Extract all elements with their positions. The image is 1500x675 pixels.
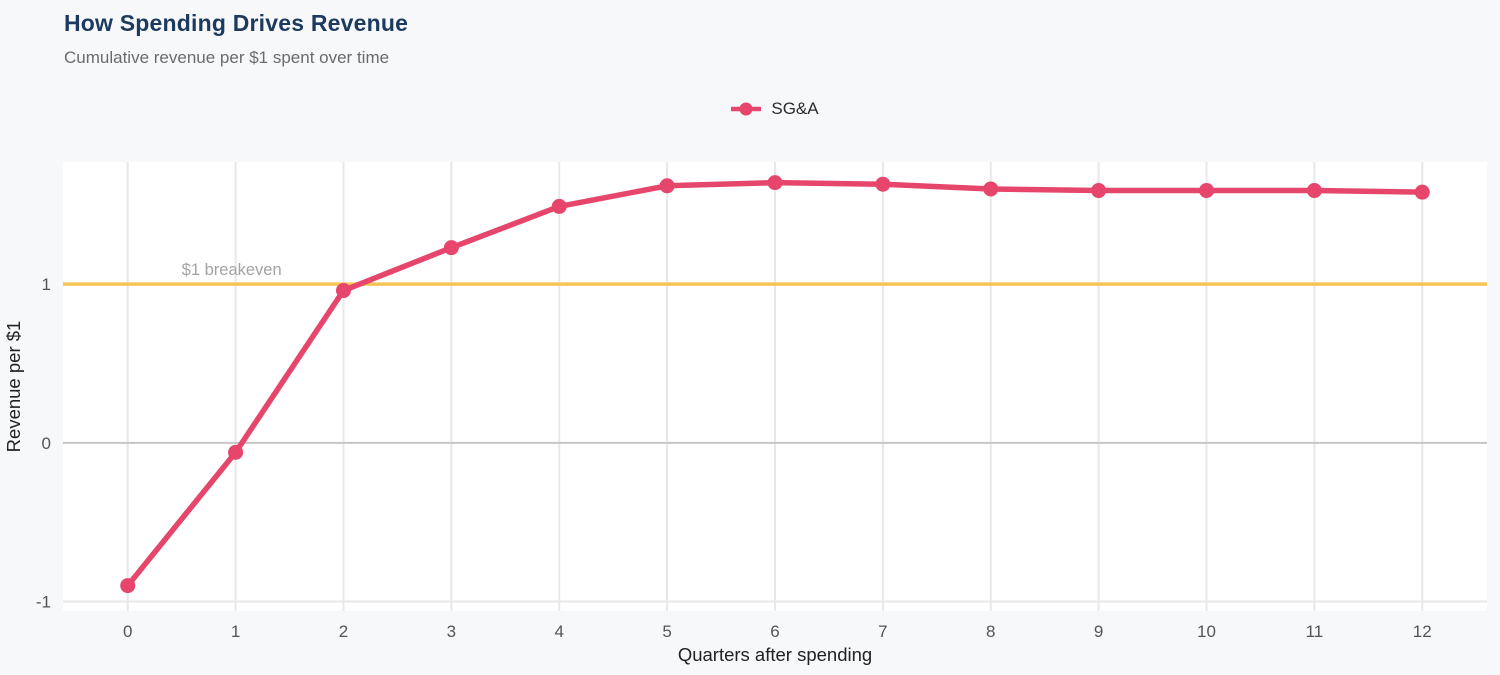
y-tick-label: 0 [42,434,51,453]
legend-marker-dot [739,102,753,116]
x-tick-label: 12 [1413,622,1432,641]
x-tick-label: 8 [986,622,995,641]
data-point-q12[interactable] [1414,184,1430,200]
data-point-q8[interactable] [983,181,999,197]
data-point-q4[interactable] [551,198,567,214]
x-tick-label: 2 [339,622,348,641]
y-axis-title: Revenue per $1 [3,321,24,453]
legend-item-sga[interactable]: SG&A [731,99,819,119]
data-point-q6[interactable] [767,175,783,191]
x-tick-label: 1 [231,622,240,641]
breakeven-label: $1 breakeven [182,261,282,279]
data-point-q3[interactable] [443,240,459,256]
data-point-q10[interactable] [1199,183,1215,199]
x-tick-label: 0 [123,622,132,641]
x-tick-label: 5 [662,622,671,641]
data-point-q0[interactable] [120,578,136,594]
data-point-q5[interactable] [659,178,675,194]
chart-legend: SG&A [63,99,1487,119]
data-point-q2[interactable] [335,283,351,299]
x-tick-label: 6 [770,622,779,641]
y-tick-label: -1 [36,592,51,611]
x-axis-title: Quarters after spending [678,644,872,665]
legend-marker-icon [731,102,762,116]
data-point-q9[interactable] [1091,183,1107,199]
legend-item-label: SG&A [771,99,819,118]
y-tick-label: 1 [42,275,51,294]
page-title: How Spending Drives Revenue [64,10,409,36]
data-point-q11[interactable] [1306,183,1322,199]
x-tick-label: 4 [555,622,564,641]
x-tick-label: 9 [1094,622,1103,641]
page-subtitle: Cumulative revenue per $1 spent over tim… [64,47,390,67]
x-tick-label: 7 [878,622,887,641]
chart-header: How Spending Drives Revenue Cumulative r… [64,10,408,68]
x-tick-label: 10 [1197,622,1216,641]
x-tick-label: 11 [1306,622,1324,641]
data-point-q7[interactable] [875,176,891,192]
data-point-q1[interactable] [228,444,244,460]
x-tick-label: 3 [447,622,456,641]
